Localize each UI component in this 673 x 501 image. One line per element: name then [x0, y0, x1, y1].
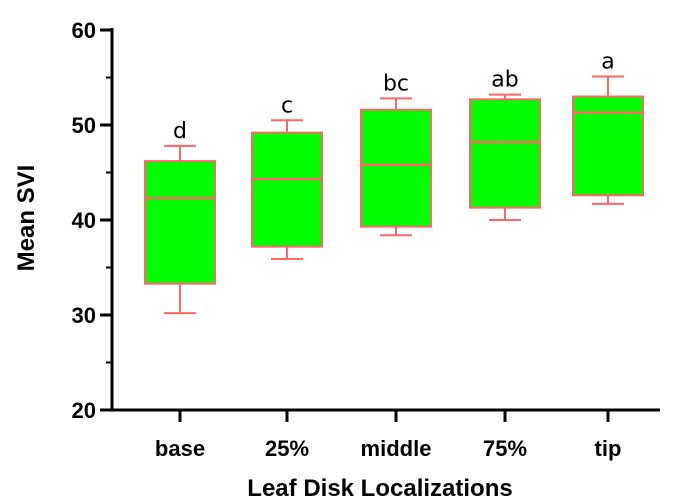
- box-series: d c bc ab a: [144, 50, 644, 315]
- significance-label: bc: [383, 71, 409, 96]
- significance-label: ab: [491, 68, 518, 93]
- x-axis-title: Leaf Disk Localizations: [247, 475, 512, 501]
- y-tick-label: 30: [72, 303, 96, 328]
- box-2: bc: [360, 71, 432, 237]
- box-iqr: [469, 98, 541, 209]
- box-3: ab: [469, 68, 541, 221]
- box-iqr: [144, 160, 216, 285]
- box-0: d: [144, 119, 216, 315]
- y-axis-title: Mean SVI: [13, 165, 40, 272]
- y-tick-label: 50: [72, 113, 96, 138]
- box-4: a: [572, 50, 644, 205]
- box-iqr: [251, 131, 323, 248]
- x-tick-label: 75%: [483, 436, 527, 461]
- significance-label: c: [281, 93, 293, 118]
- y-tick-label: 40: [72, 208, 96, 233]
- y-tick-label: 20: [72, 398, 96, 423]
- box-1: c: [251, 93, 323, 260]
- y-tick-label: 60: [72, 18, 96, 43]
- x-tick-label: middle: [361, 436, 432, 461]
- box-iqr: [360, 108, 432, 228]
- axes: 20 30 40 50 60 base 25% middle 75% tip: [72, 18, 660, 461]
- x-tick-label: tip: [595, 436, 622, 461]
- significance-label: d: [173, 119, 187, 144]
- box-iqr: [572, 95, 644, 197]
- x-tick-label: base: [155, 436, 205, 461]
- x-tick-label: 25%: [265, 436, 309, 461]
- significance-label: a: [601, 50, 614, 75]
